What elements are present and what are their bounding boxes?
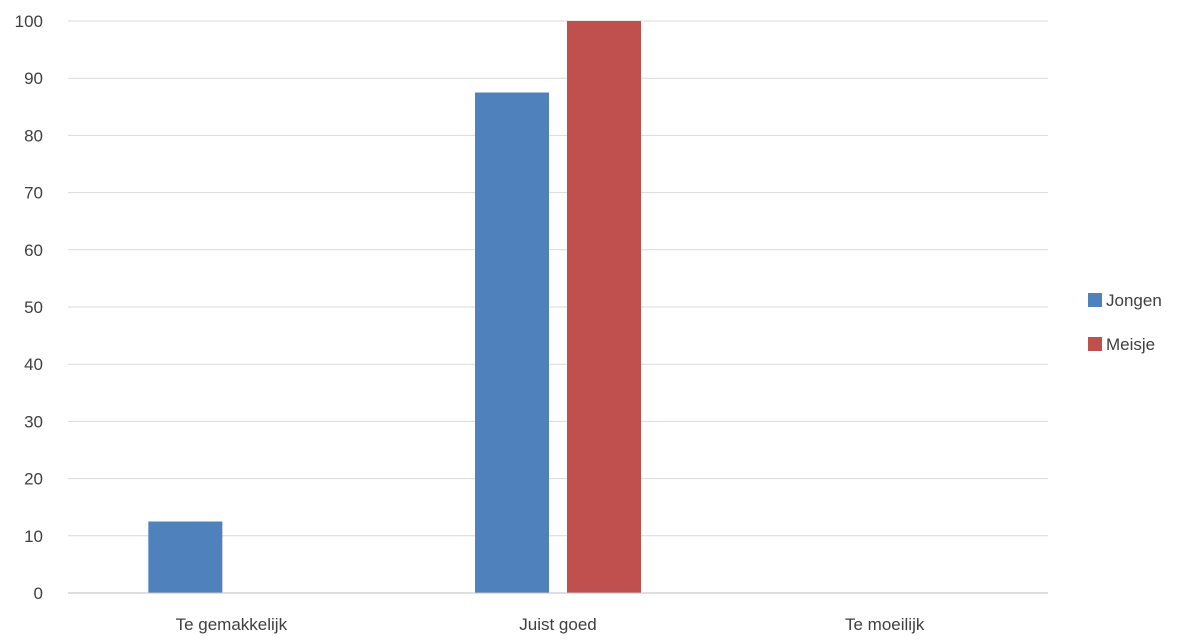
gridlines bbox=[68, 20, 1048, 537]
y-tick-label: 40 bbox=[24, 355, 43, 374]
y-tick-label: 20 bbox=[24, 470, 43, 489]
legend: Jongen Meisje bbox=[1088, 291, 1162, 354]
y-tick-label: 0 bbox=[34, 584, 43, 603]
bar-jongen-0 bbox=[148, 521, 223, 593]
x-category-label: Te moeilijk bbox=[845, 615, 925, 634]
y-tick-label: 90 bbox=[24, 69, 43, 88]
y-axis-tick-labels: 0 10 20 30 40 50 60 70 80 90 100 bbox=[15, 12, 43, 603]
bar-meisje-1 bbox=[567, 21, 641, 593]
x-category-label: Te gemakkelijk bbox=[176, 615, 288, 634]
bar-jongen-1 bbox=[475, 92, 549, 593]
y-tick-label: 60 bbox=[24, 241, 43, 260]
y-tick-label: 100 bbox=[15, 12, 43, 31]
legend-label-jongen: Jongen bbox=[1106, 291, 1162, 310]
legend-label-meisje: Meisje bbox=[1106, 335, 1155, 354]
y-tick-label: 70 bbox=[24, 184, 43, 203]
bars bbox=[148, 21, 641, 593]
x-axis-category-labels: Te gemakkelijk Juist goed Te moeilijk bbox=[176, 615, 925, 634]
y-tick-label: 50 bbox=[24, 298, 43, 317]
y-tick-label: 80 bbox=[24, 126, 43, 145]
y-tick-label: 30 bbox=[24, 412, 43, 431]
y-tick-label: 10 bbox=[24, 527, 43, 546]
legend-swatch-jongen bbox=[1088, 293, 1102, 307]
x-category-label: Juist goed bbox=[519, 615, 597, 634]
legend-swatch-meisje bbox=[1088, 337, 1102, 351]
